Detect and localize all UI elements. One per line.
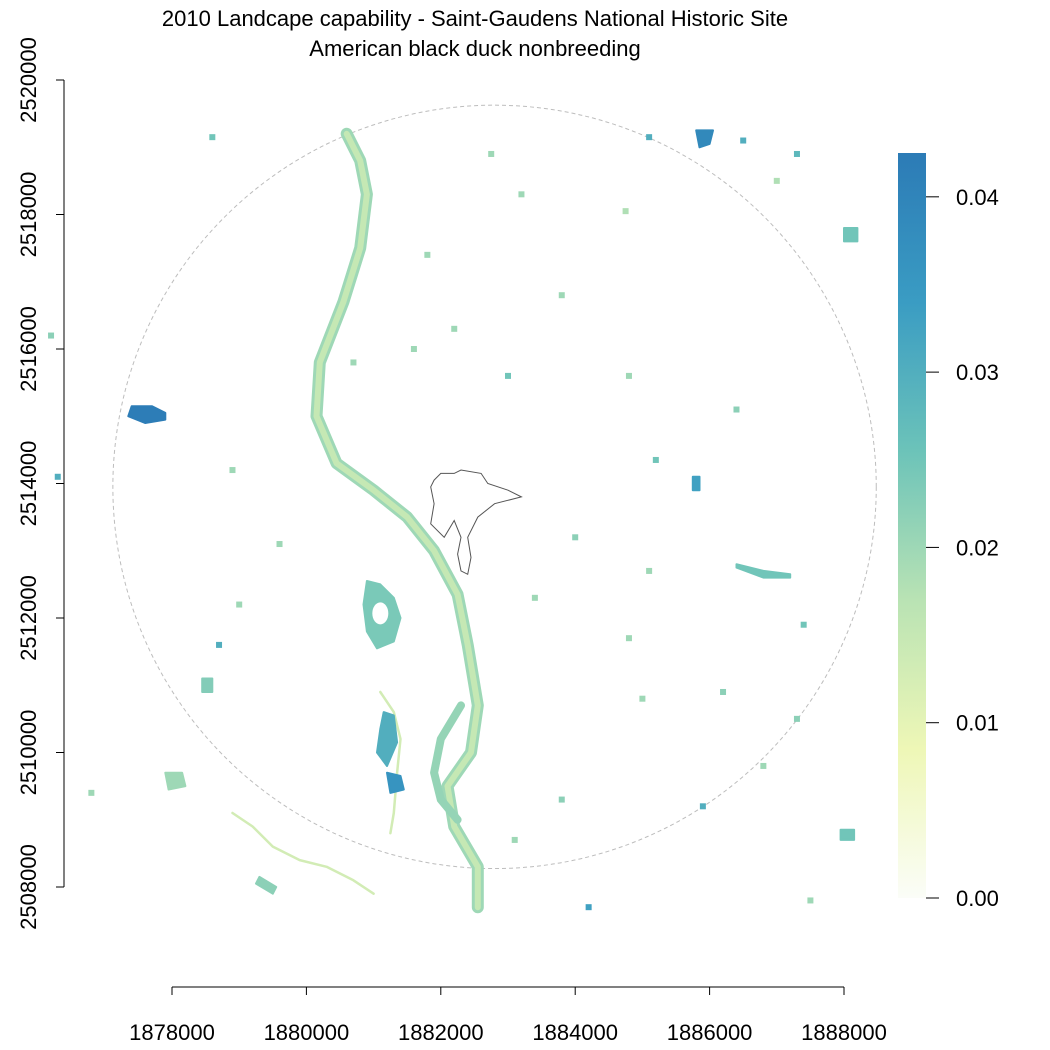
wetland-speck-33 — [350, 359, 357, 366]
wetland-speck-13 — [652, 456, 659, 463]
axes: 1878000 1880000 1882000 1884000 1886000 18880… — [16, 37, 887, 1045]
wetland-speck-3 — [488, 150, 495, 157]
x-tick-label: 1880000 — [264, 1020, 350, 1045]
wetland-patch-10 — [255, 875, 278, 895]
wetland-patch-12 — [839, 828, 856, 841]
y-tick-label: 2510000 — [16, 710, 41, 796]
wetland-speck-1 — [209, 134, 216, 141]
wetland-speck-36 — [451, 325, 458, 332]
wetland-speck-32 — [88, 789, 95, 796]
park-boundary — [430, 469, 523, 576]
wetland-speck-38 — [807, 897, 814, 904]
wetland-speck-28 — [236, 601, 243, 608]
wetland-speck-27 — [54, 473, 61, 480]
legend-tick-label: 0.04 — [956, 185, 999, 210]
wetland-speck-26 — [48, 332, 55, 339]
study-area-boundary — [112, 104, 877, 870]
wetland-speck-16 — [625, 635, 632, 642]
wetland-speck-29 — [229, 467, 236, 474]
wetland-patch-5 — [386, 771, 405, 794]
wetland-patch-6 — [735, 563, 792, 579]
wetland-speck-34 — [410, 346, 417, 352]
y-tick-label: 2520000 — [16, 37, 41, 123]
wetland-speck-9 — [622, 208, 629, 215]
wetland-speck-6 — [740, 137, 747, 144]
wetland-patch-9 — [201, 677, 214, 693]
wetland-patch-11 — [691, 475, 701, 492]
x-tick-label: 1878000 — [129, 1020, 215, 1045]
wetland-patch-4 — [376, 711, 399, 767]
wetland-speck-25 — [639, 695, 646, 702]
wetland-speck-18 — [800, 621, 807, 628]
x-tick-label: 1886000 — [667, 1020, 753, 1045]
wetland-speck-10 — [558, 292, 565, 299]
wetland-speck-15 — [531, 594, 538, 601]
legend-tick-label: 0.02 — [956, 535, 999, 560]
wetland-speck-12 — [733, 406, 740, 413]
river-main — [313, 130, 481, 911]
y-tick-label: 2514000 — [16, 441, 41, 527]
y-tick-label: 2518000 — [16, 172, 41, 258]
river-side-channel — [430, 701, 465, 824]
wetland-speck-31 — [216, 641, 223, 648]
y-tick-label: 2516000 — [16, 306, 41, 392]
wetland-speck-17 — [720, 688, 727, 695]
chart-title: 2010 Landcape capability - Saint-Gaudens… — [161, 6, 789, 31]
wetland-patch-7 — [843, 227, 859, 243]
wetland-speck-24 — [511, 836, 518, 843]
wetland-patch-2 — [695, 129, 714, 149]
legend-tick-label: 0.03 — [956, 360, 999, 385]
legend-tick-label: 0.01 — [956, 711, 999, 736]
stream-1 — [379, 690, 402, 835]
wetland-speck-35 — [505, 372, 511, 379]
wetland-speck-4 — [518, 191, 525, 198]
wetland-speck-21 — [699, 803, 706, 810]
wetland-speck-37 — [646, 567, 653, 574]
wetland-speck-7 — [793, 150, 800, 157]
wetland-speck-23 — [585, 904, 592, 911]
color-legend: 0.00 0.01 0.02 0.03 0.04 — [898, 153, 999, 911]
wetland-speck-20 — [760, 762, 767, 769]
chart-subtitle: American black duck nonbreeding — [309, 36, 641, 61]
wetland-patch-8 — [164, 771, 187, 791]
y-tick-label: 2508000 — [16, 844, 41, 930]
wetland-speck-22 — [558, 796, 565, 803]
x-tick-label: 1888000 — [801, 1020, 887, 1045]
raster-area — [48, 104, 877, 914]
wetland-speck-19 — [793, 715, 800, 722]
y-tick-label: 2512000 — [16, 575, 41, 661]
wetland-speck-5 — [646, 134, 653, 141]
wetland-speck-30 — [276, 541, 283, 548]
x-tick-label: 1882000 — [398, 1020, 484, 1045]
x-tick-label: 1884000 — [532, 1020, 618, 1045]
wetland-speck-11 — [625, 372, 632, 379]
wetland-speck-2 — [424, 251, 431, 258]
wetland-speck-8 — [773, 177, 780, 184]
wetland-speck-14 — [572, 534, 579, 541]
oxbow-ring-center — [372, 602, 389, 625]
wetland-patch-1 — [127, 405, 167, 424]
legend-colorbar — [898, 153, 926, 898]
legend-tick-label: 0.00 — [956, 886, 999, 911]
stream-2 — [231, 811, 375, 895]
